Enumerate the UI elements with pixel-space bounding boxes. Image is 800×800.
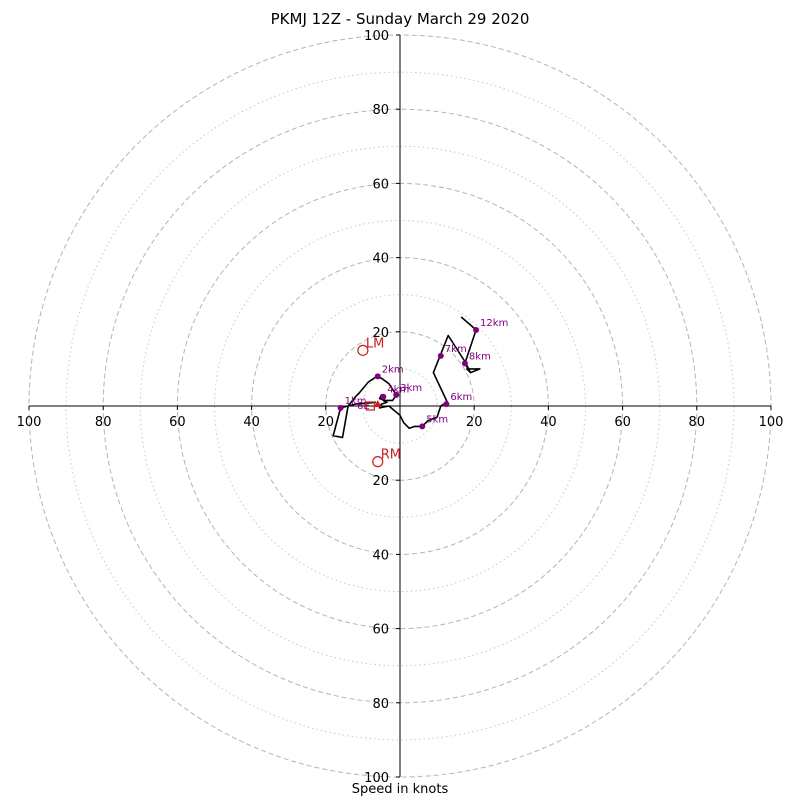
- x-tick-label: 20: [318, 415, 335, 430]
- axes: [29, 35, 771, 777]
- height-marker-2km: [374, 373, 381, 380]
- height-label-1km: 1km: [345, 396, 367, 407]
- hodograph-trace: [332, 316, 481, 439]
- y-tick-label: 40: [372, 548, 389, 563]
- x-tick-label: 60: [614, 415, 631, 430]
- y-tick-label: 80: [372, 103, 389, 118]
- x-tick-label: 80: [689, 415, 706, 430]
- y-tick-label: 100: [364, 771, 389, 786]
- height-marker-5km: [419, 423, 426, 430]
- square-marker: [365, 401, 375, 411]
- height-marker-12km: [473, 326, 480, 333]
- y-tick-label: 100: [364, 29, 389, 44]
- tick-labels: 100 80 60 40 20 20 40 60 80 100 100 80 60 40 20 20 40 60 8…: [17, 29, 784, 786]
- storm-marker-RM: [372, 456, 384, 468]
- x-axis-label: Speed in knots: [351, 782, 449, 797]
- x-tick-label: 60: [169, 415, 186, 430]
- x-tick-label: 80: [95, 415, 112, 430]
- y-tick-label: 40: [372, 252, 389, 267]
- y-tick-label: 20: [372, 474, 389, 489]
- storm-label-LM: LM: [366, 336, 384, 351]
- height-marker-3km: [393, 391, 400, 398]
- height-marker-6km: [443, 401, 450, 408]
- hodograph-line: [332, 316, 481, 439]
- x-tick-label: 100: [17, 415, 42, 430]
- height-marker-4km: [380, 393, 387, 400]
- x-tick-label: 100: [759, 415, 784, 430]
- height-label-8km: 8km: [469, 351, 491, 362]
- chart-title: PKMJ 12Z - Sunday March 29 2020: [270, 10, 530, 28]
- y-tick-label: 20: [372, 326, 389, 341]
- x-tick-label: 40: [243, 415, 260, 430]
- height-marker-1km: [337, 404, 344, 411]
- height-label-12km: 12km: [480, 318, 508, 329]
- storm-marker-LM: [357, 344, 369, 356]
- triangle-marker: [373, 400, 382, 408]
- height-label-5km: 5km: [426, 414, 448, 425]
- storm-label-RM: RM: [381, 448, 401, 463]
- height-marker-8km: [461, 360, 468, 367]
- x-tick-label: 20: [466, 415, 483, 430]
- height-label-4km: 4km: [387, 385, 409, 396]
- y-tick-label: 60: [372, 623, 389, 638]
- x-tick-label: 40: [540, 415, 557, 430]
- height-marker-7km: [437, 352, 444, 359]
- y-tick-label: 60: [372, 177, 389, 192]
- storm-motion-markers: LM RM: [357, 336, 401, 468]
- height-label-7km: 7km: [445, 344, 467, 355]
- y-tick-label: 80: [372, 697, 389, 712]
- height-label-3km: 3km: [400, 383, 422, 394]
- height-label-2km: 2km: [382, 364, 404, 375]
- height-label-6km: 6km: [450, 392, 472, 403]
- overlap-label: 6E: [357, 401, 370, 412]
